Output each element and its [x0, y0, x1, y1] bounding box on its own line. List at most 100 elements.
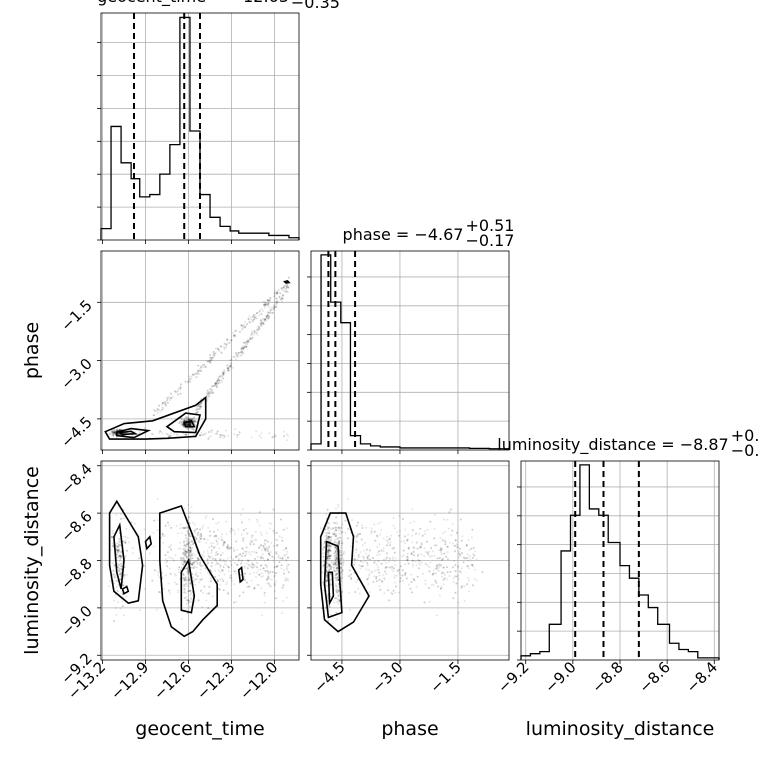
sample-point: [339, 536, 342, 539]
sample-point: [199, 405, 202, 408]
sample-point: [199, 528, 201, 531]
sample-point: [207, 393, 210, 396]
sample-point: [174, 390, 177, 393]
sample-point: [396, 531, 399, 534]
sample-point: [192, 374, 195, 376]
x-axis-label-phase: phase: [381, 718, 438, 740]
sample-point: [408, 583, 410, 586]
sample-point: [161, 533, 164, 536]
sample-point: [285, 285, 288, 288]
sample-point: [212, 391, 215, 394]
sample-point: [373, 561, 376, 564]
contour-level: [183, 419, 196, 428]
sample-point: [271, 311, 274, 314]
sample-point: [264, 302, 267, 304]
sample-point: [220, 554, 222, 557]
sample-point: [182, 572, 184, 575]
sample-point: [264, 564, 267, 567]
sample-point: [321, 581, 324, 584]
sample-point: [260, 322, 263, 325]
sample-point: [190, 592, 193, 595]
sample-point: [237, 433, 240, 436]
sample-point: [265, 315, 268, 318]
sample-point: [179, 541, 182, 544]
sample-point: [116, 553, 119, 556]
sample-point: [379, 533, 382, 536]
sample-point: [187, 576, 190, 579]
sample-point: [194, 420, 197, 423]
sample-point: [217, 348, 220, 351]
sample-point: [214, 382, 217, 385]
sample-point: [244, 341, 247, 344]
sample-point: [275, 552, 278, 555]
sample-point: [283, 284, 286, 287]
sample-point: [190, 548, 193, 551]
sample-point: [434, 544, 437, 547]
sample-point: [329, 595, 332, 598]
sample-point: [442, 566, 445, 569]
sample-point: [274, 574, 277, 577]
sample-point: [117, 432, 120, 435]
sample-point: [443, 552, 446, 555]
sample-point: [214, 534, 217, 537]
sample-point: [120, 565, 123, 568]
sample-point: [197, 364, 200, 367]
sample-point: [249, 337, 252, 340]
sample-point: [189, 423, 192, 425]
sample-point: [117, 545, 119, 548]
sample-point: [197, 599, 200, 602]
sample-point: [255, 571, 258, 574]
sample-point: [200, 534, 203, 537]
sample-point: [441, 575, 444, 578]
sample-point: [189, 538, 192, 541]
sample-point: [404, 535, 406, 538]
sample-point: [184, 577, 187, 580]
sample-point: [242, 346, 245, 349]
scatter-phase-luminosity_distance: [319, 498, 484, 622]
sample-point: [429, 520, 432, 523]
sample-point: [219, 375, 222, 378]
sample-point: [285, 286, 288, 289]
sample-point: [113, 429, 116, 432]
sample-point: [263, 539, 266, 542]
sample-point: [254, 314, 257, 317]
sample-point: [263, 320, 266, 323]
sample-point: [189, 547, 192, 550]
sample-point: [330, 566, 333, 569]
sample-point: [287, 563, 290, 566]
sample-point: [182, 573, 185, 576]
sample-point: [123, 574, 126, 577]
sample-point: [264, 318, 267, 321]
sample-point: [398, 571, 401, 574]
sample-point: [111, 536, 114, 539]
sample-point: [211, 595, 214, 598]
sample-point: [263, 542, 266, 545]
sample-point: [112, 545, 115, 548]
sample-point: [219, 433, 221, 436]
sample-point: [365, 526, 367, 529]
sample-point: [232, 334, 235, 337]
sample-point: [468, 549, 471, 552]
sample-point: [219, 436, 222, 439]
sample-point: [166, 401, 169, 404]
sample-point: [334, 522, 336, 525]
sample-point: [231, 331, 234, 334]
sample-point: [200, 405, 203, 408]
sample-point: [212, 546, 215, 549]
sample-point: [233, 334, 236, 337]
sample-point: [219, 564, 222, 567]
sample-point: [199, 403, 202, 406]
sample-point: [407, 546, 410, 549]
sample-point: [207, 391, 210, 394]
sample-point: [206, 392, 208, 395]
sample-point: [109, 432, 112, 435]
sample-point: [185, 418, 188, 421]
sample-point: [221, 381, 223, 384]
sample-point: [457, 611, 460, 614]
sample-point: [260, 313, 263, 316]
sample-point: [266, 315, 269, 318]
x-axis-label-geocent_time: geocent_time: [135, 718, 264, 740]
sample-point: [207, 392, 210, 395]
sample-point: [230, 359, 233, 361]
sample-point: [151, 579, 154, 582]
